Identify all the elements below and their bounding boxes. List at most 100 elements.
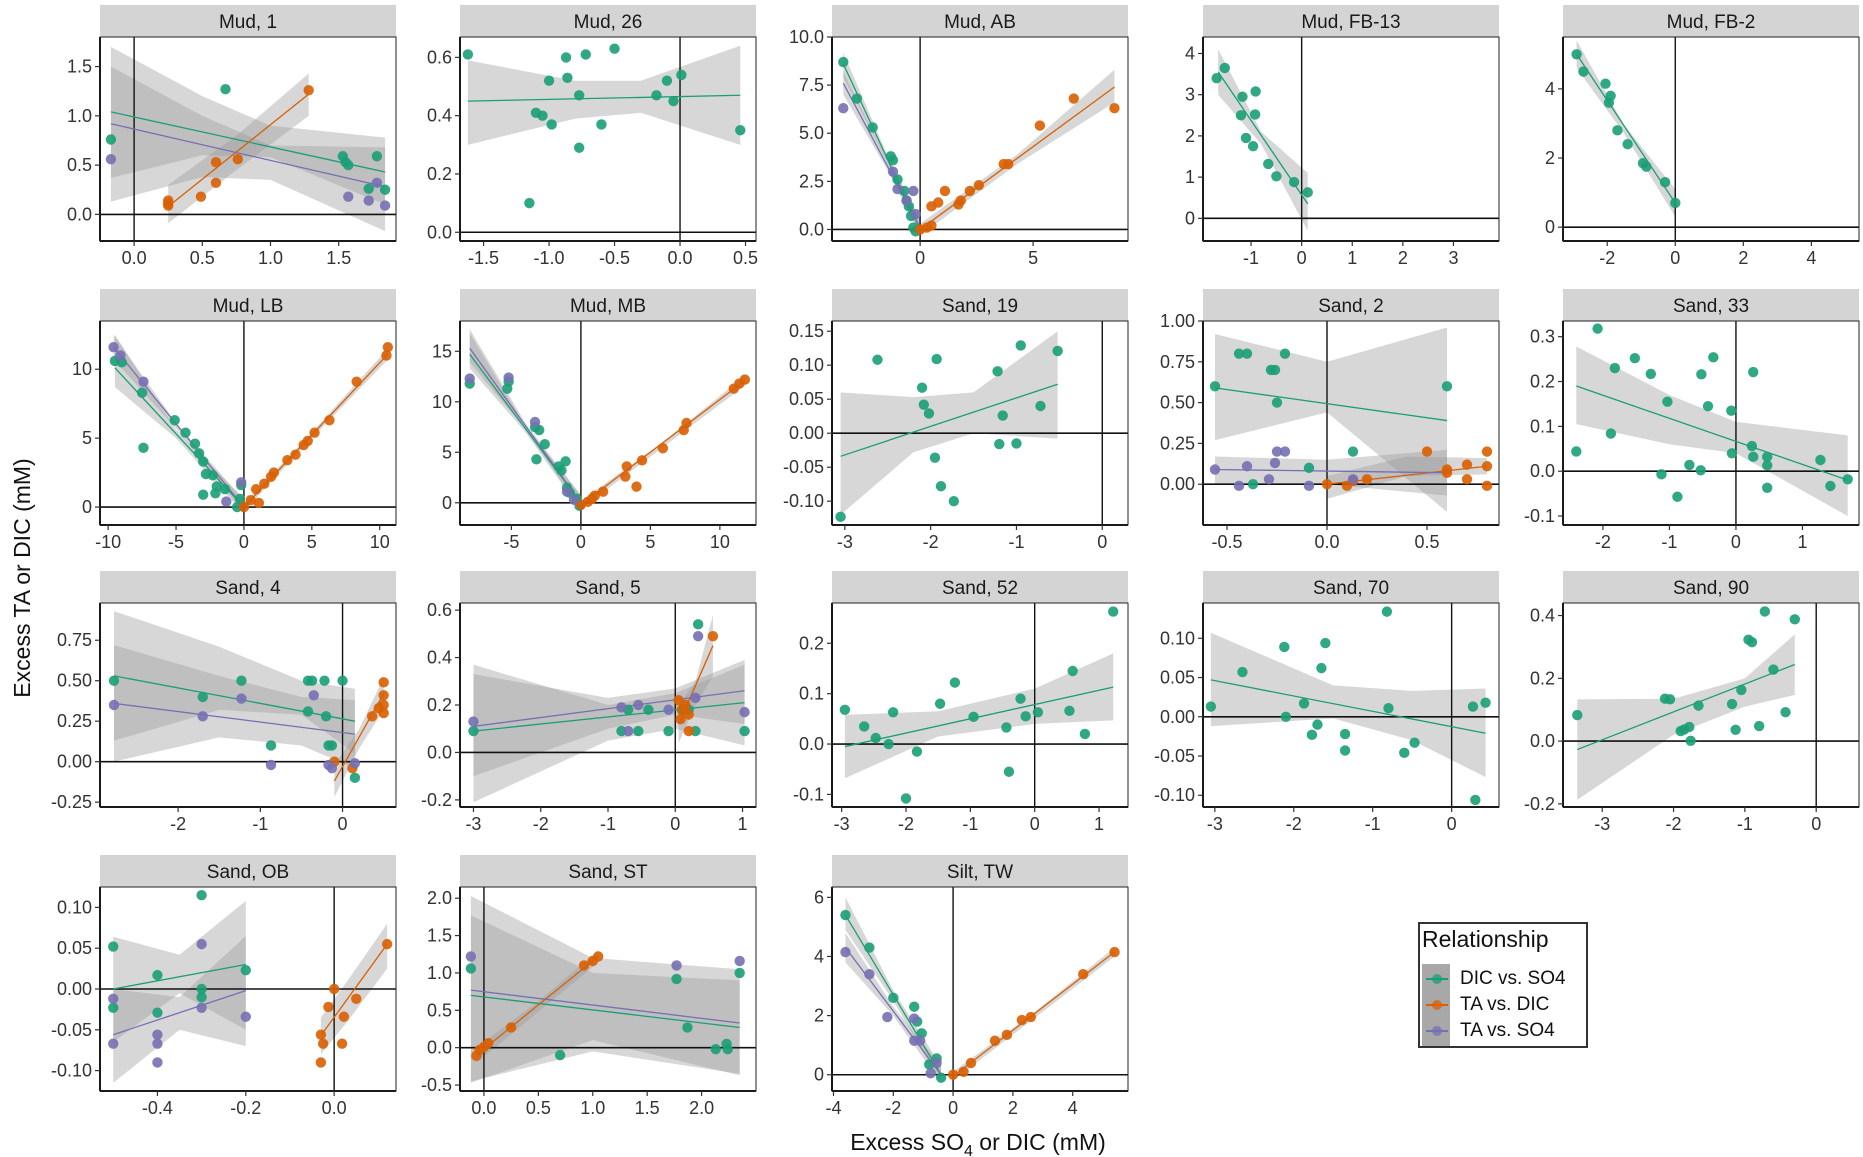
data-point-ta-so4	[622, 725, 634, 737]
data-point-ta-dic	[1016, 1014, 1028, 1026]
panel-plot-area	[832, 321, 1128, 525]
data-point-dic-so4	[892, 174, 903, 185]
legend-key-dot-ta-so4	[1432, 1026, 1442, 1036]
data-point-ta-dic	[245, 494, 256, 506]
facet-strip-label: Mud, MB	[570, 296, 646, 317]
x-tick-label: 0.0	[668, 248, 693, 268]
x-tick-label: 0	[576, 532, 586, 552]
panel-plot-area	[460, 887, 756, 1091]
data-point-dic-so4	[1269, 364, 1281, 376]
data-point-dic-so4	[326, 740, 338, 751]
data-point-dic-so4	[524, 197, 535, 209]
data-point-dic-so4	[197, 456, 209, 467]
data-point-ta-so4	[663, 704, 674, 715]
data-point-ta-dic	[621, 461, 632, 472]
data-point-ta-dic	[593, 951, 604, 962]
data-point-dic-so4	[1470, 794, 1481, 806]
fit-line-ta-so4	[470, 989, 740, 1024]
data-point-ta-dic	[210, 156, 222, 168]
data-point-ta-so4	[671, 960, 682, 971]
x-tick-label: 1.5	[635, 1098, 660, 1118]
data-point-dic-so4	[1726, 698, 1738, 710]
facet-strip	[100, 289, 396, 321]
data-point-ta-dic	[683, 709, 694, 720]
facet-panel: Mud, 26 0.0 0.2 0.4 0.6 -1.5 -1.0 -0.5 0.0 0.5	[427, 5, 758, 268]
data-point-ta-so4	[1271, 446, 1283, 457]
panel-background	[460, 321, 756, 525]
data-point-dic-so4	[1052, 345, 1063, 357]
facet-strip-label: Sand, 19	[942, 296, 1018, 317]
x-tick-label: -3	[834, 814, 850, 834]
data-point-dic-so4	[671, 973, 682, 985]
x-tick-label: 1	[1347, 248, 1357, 268]
y-tick-label: 0.2	[1530, 668, 1555, 688]
facet-panel: Mud, LB 0 5 10 -10 -5 0 5 10	[72, 289, 397, 552]
fit-line-dic-so4	[114, 367, 245, 508]
data-point-dic-so4	[838, 56, 849, 68]
panel-background	[100, 603, 396, 807]
facet-panel: Mud, AB 0.0 2.5 5.0 7.5 10.0 0 5	[789, 5, 1129, 268]
data-point-dic-so4	[1467, 701, 1479, 712]
x-tick-label: 1.0	[580, 1098, 605, 1118]
data-point-ta-so4	[882, 1011, 893, 1023]
data-point-dic-so4	[349, 772, 361, 784]
facet-panel: Sand, 90 -0.2 0.0 0.2 0.4 -3 -2 -1 0	[1524, 571, 1860, 834]
y-tick-label: 0.05	[1160, 668, 1195, 688]
data-point-ta-so4	[1209, 464, 1221, 475]
y-tick-label: 0.0	[427, 1038, 452, 1058]
data-point-dic-so4	[1592, 323, 1603, 334]
panel-plot-area	[100, 887, 396, 1091]
data-point-dic-so4	[1015, 340, 1026, 351]
data-point-dic-so4	[1736, 684, 1747, 696]
panel-background	[832, 37, 1128, 241]
fit-line-ta-so4	[110, 123, 386, 188]
data-point-ta-dic	[290, 449, 301, 460]
x-tick-label: 2	[1738, 248, 1748, 268]
data-point-ta-dic	[675, 714, 686, 725]
data-point-dic-so4	[1339, 728, 1351, 740]
data-point-ta-dic	[338, 1011, 350, 1022]
facet-panel: Sand, 52 -0.1 0.0 0.1 0.2 -3 -2 -1 0 1	[793, 571, 1129, 834]
data-point-dic-so4	[1685, 735, 1696, 746]
y-tick-label: 0.00	[789, 423, 824, 443]
data-point-dic-so4	[1015, 693, 1026, 704]
data-point-ta-dic	[382, 341, 394, 353]
data-point-dic-so4	[1571, 446, 1582, 457]
x-tick-label: 2.0	[689, 1098, 714, 1118]
confidence-band-dic-so4	[840, 331, 1058, 515]
confidence-band-ta-so4	[113, 334, 244, 513]
fit-line-dic-so4	[467, 94, 741, 102]
data-point-dic-so4	[1409, 737, 1420, 748]
panel-border	[1202, 320, 1500, 526]
data-point-dic-so4	[858, 721, 870, 732]
data-point-dic-so4	[379, 184, 391, 195]
y-tick-label: 0.10	[1160, 628, 1195, 648]
data-point-dic-so4	[1302, 187, 1313, 198]
facet-strip-label: Sand, 4	[215, 578, 281, 599]
data-point-dic-so4	[1708, 352, 1719, 363]
data-point-ta-dic	[1034, 120, 1046, 131]
x-tick-label: -1	[252, 814, 268, 834]
data-point-dic-so4	[1825, 480, 1836, 492]
data-point-ta-dic	[1321, 479, 1333, 490]
x-tick-label: -2	[898, 814, 914, 834]
data-point-dic-so4	[1695, 465, 1706, 476]
facet-panel: Silt, TW 0 2 4 6 -4 -2 0 2 4	[814, 855, 1129, 1118]
y-tick-label: -0.05	[783, 457, 824, 477]
y-tick-label: 0.2	[799, 633, 824, 653]
data-point-dic-so4	[537, 110, 548, 121]
y-tick-label: 0.2	[1530, 372, 1555, 392]
data-point-dic-so4	[1108, 606, 1119, 617]
y-tick-label: 0.5	[427, 1000, 452, 1020]
data-point-dic-so4	[152, 969, 163, 981]
panel-plot-area	[460, 321, 756, 525]
data-point-dic-so4	[1753, 720, 1765, 732]
facet-strip-label: Silt, TW	[947, 862, 1013, 883]
data-point-ta-dic	[680, 699, 691, 711]
data-point-ta-dic	[965, 1057, 977, 1069]
data-point-ta-dic	[1481, 461, 1493, 472]
x-tick-label: 2	[1398, 248, 1408, 268]
facet-strip	[460, 289, 756, 321]
facet-strip	[1563, 5, 1859, 37]
data-point-ta-so4	[464, 373, 475, 384]
